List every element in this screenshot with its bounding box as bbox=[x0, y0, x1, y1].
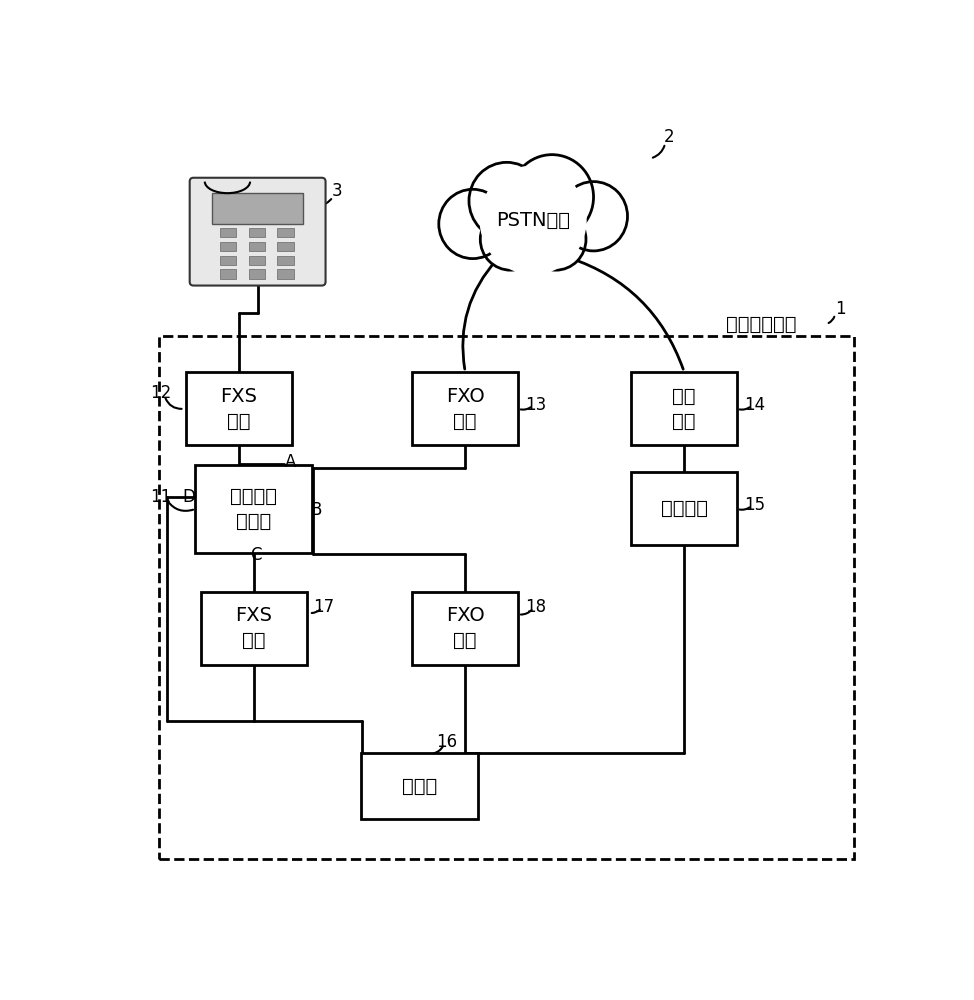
FancyArrowPatch shape bbox=[168, 501, 193, 511]
FancyArrowPatch shape bbox=[653, 146, 664, 158]
FancyArrowPatch shape bbox=[463, 259, 498, 369]
Bar bbox=[248, 228, 265, 237]
Bar bbox=[186, 372, 291, 445]
FancyArrowPatch shape bbox=[521, 610, 532, 615]
FancyArrowPatch shape bbox=[521, 407, 531, 410]
Bar bbox=[248, 242, 265, 251]
Bar bbox=[248, 256, 265, 265]
Bar bbox=[631, 372, 737, 445]
Circle shape bbox=[469, 162, 544, 239]
Circle shape bbox=[510, 155, 593, 239]
Text: 12: 12 bbox=[150, 384, 171, 402]
Bar bbox=[631, 472, 737, 545]
Bar bbox=[278, 242, 294, 251]
FancyArrowPatch shape bbox=[829, 317, 835, 323]
Text: 继电器切
换电路: 继电器切 换电路 bbox=[230, 487, 278, 531]
Text: 17: 17 bbox=[314, 598, 335, 616]
Bar bbox=[412, 372, 518, 445]
FancyArrowPatch shape bbox=[166, 398, 181, 409]
FancyBboxPatch shape bbox=[190, 178, 325, 286]
Text: 11: 11 bbox=[150, 488, 171, 506]
Text: C: C bbox=[250, 546, 262, 564]
Bar bbox=[160, 336, 854, 859]
Text: 3: 3 bbox=[331, 182, 342, 200]
Text: 14: 14 bbox=[744, 396, 765, 414]
Circle shape bbox=[500, 182, 567, 251]
Text: FXO
电路: FXO 电路 bbox=[446, 606, 485, 650]
FancyArrowPatch shape bbox=[434, 746, 443, 753]
Text: FXS
电路: FXS 电路 bbox=[236, 606, 273, 650]
Bar bbox=[220, 269, 237, 279]
Text: 18: 18 bbox=[526, 598, 546, 616]
FancyArrowPatch shape bbox=[302, 199, 331, 210]
Text: 16: 16 bbox=[435, 733, 457, 751]
FancyArrowPatch shape bbox=[739, 507, 750, 510]
Bar bbox=[278, 228, 294, 237]
FancyArrowPatch shape bbox=[570, 258, 683, 369]
FancyArrowPatch shape bbox=[312, 610, 319, 613]
Bar bbox=[278, 269, 294, 279]
Bar bbox=[220, 228, 237, 237]
Bar bbox=[412, 592, 518, 665]
Circle shape bbox=[526, 209, 586, 270]
Text: D: D bbox=[182, 488, 196, 506]
FancyArrowPatch shape bbox=[739, 407, 750, 410]
Text: 1: 1 bbox=[835, 300, 845, 318]
Bar bbox=[220, 242, 237, 251]
Text: 15: 15 bbox=[744, 496, 765, 514]
Bar bbox=[361, 753, 478, 819]
Bar bbox=[212, 193, 303, 224]
Text: A: A bbox=[285, 453, 296, 471]
Text: 13: 13 bbox=[525, 396, 546, 414]
Bar bbox=[220, 256, 237, 265]
Bar bbox=[196, 465, 313, 553]
Circle shape bbox=[559, 182, 627, 251]
Text: FXO
接口: FXO 接口 bbox=[446, 387, 485, 431]
Bar bbox=[201, 592, 307, 665]
Text: B: B bbox=[311, 501, 322, 519]
Bar bbox=[278, 256, 294, 265]
Circle shape bbox=[480, 209, 541, 270]
Text: 网络
接口: 网络 接口 bbox=[672, 387, 695, 431]
Text: PSTN网络: PSTN网络 bbox=[496, 211, 570, 230]
Text: 控制器: 控制器 bbox=[402, 777, 437, 796]
Circle shape bbox=[439, 189, 506, 259]
Bar bbox=[248, 269, 265, 279]
Text: 整合接取装置: 整合接取装置 bbox=[726, 315, 796, 334]
Circle shape bbox=[480, 166, 586, 274]
Text: FXS
接口: FXS 接口 bbox=[220, 387, 257, 431]
Text: 2: 2 bbox=[663, 128, 674, 146]
Text: 前端电路: 前端电路 bbox=[660, 499, 708, 518]
